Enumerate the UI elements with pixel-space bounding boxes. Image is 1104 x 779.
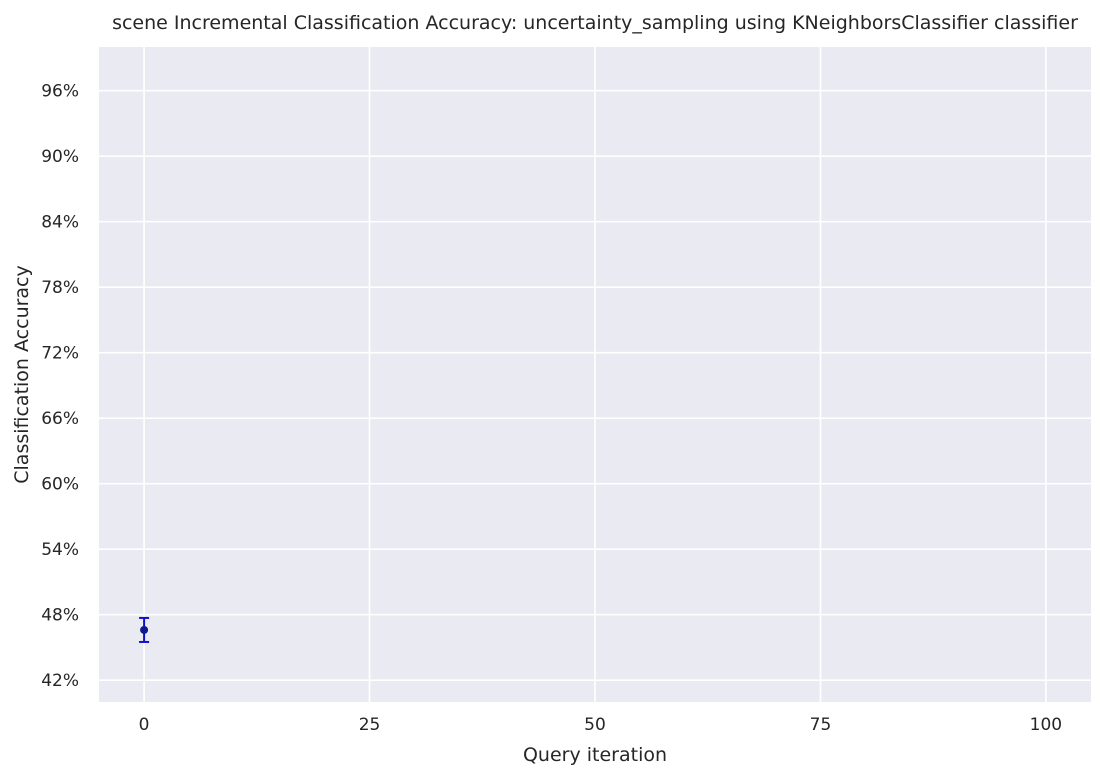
data-points [139,616,150,643]
y-tick-label: 60% [41,475,79,495]
y-tick-label: 90% [41,147,79,167]
x-tick-label: 75 [810,715,832,735]
y-tick-label: 96% [41,82,79,102]
tick-labels: 0 25 50 75 100 42% 48% 54% 60% 66% 72% 78% 84% 90% 96% [41,82,1062,735]
data-point [140,625,149,634]
chart-title: scene Incremental Classification Accurac… [112,12,1078,34]
y-tick-label: 54% [41,540,79,560]
grid [99,47,1091,702]
y-tick-label: 66% [41,409,79,429]
x-tick-label: 0 [139,715,150,735]
y-tick-label: 42% [41,671,79,691]
y-tick-label: 72% [41,344,79,364]
x-tick-label: 50 [584,715,606,735]
y-axis-label: Classification Accuracy [11,265,33,484]
x-tick-label: 100 [1030,715,1062,735]
x-axis-label: Query iteration [523,744,667,766]
y-tick-label: 84% [41,213,79,233]
x-tick-label: 25 [359,715,381,735]
data-point-group [139,616,150,643]
y-tick-label: 48% [41,606,79,626]
y-tick-label: 78% [41,278,79,298]
